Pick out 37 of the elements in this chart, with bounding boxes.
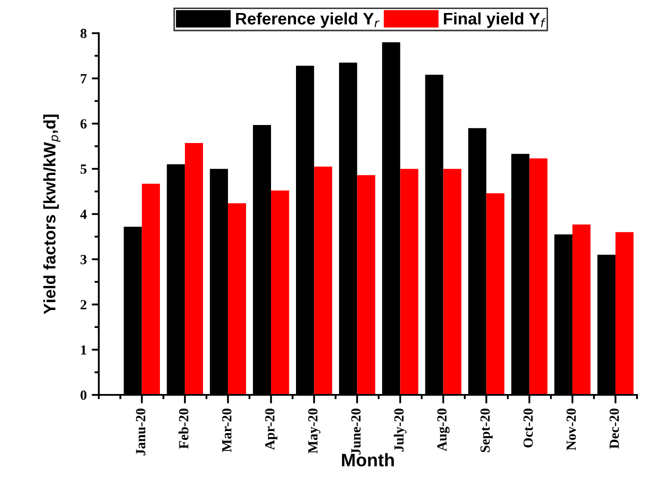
bar <box>142 184 160 395</box>
bar <box>271 190 290 395</box>
bar <box>357 175 376 395</box>
y-tick-label: 7 <box>80 74 87 84</box>
y-axis-title: Yield factors [kwh/kW$_{p}$,d] <box>43 114 61 314</box>
bar <box>529 158 548 395</box>
x-tick-label: May-20 <box>308 408 320 454</box>
bar <box>486 193 504 395</box>
x-tick-label: Feb-20 <box>178 408 188 449</box>
bar <box>443 168 462 395</box>
bar <box>184 143 203 395</box>
y-tick-label: 4 <box>80 210 87 219</box>
x-tick-label: Nov-20 <box>566 408 576 450</box>
y-tick-label: 5 <box>80 164 86 174</box>
x-axis-title: Month <box>342 453 394 466</box>
y-tick-label: 8 <box>80 28 87 38</box>
x-tick-label: Oct-20 <box>523 408 533 448</box>
x-tick-label: Janu-20 <box>136 408 146 456</box>
bar <box>572 224 590 395</box>
bar <box>314 166 332 395</box>
x-tick-label: July-20 <box>394 408 407 452</box>
y-tick-label: 1 <box>81 345 86 355</box>
y-tick-label: 6 <box>80 119 87 129</box>
y-tick-label: 0 <box>80 390 86 400</box>
x-tick-label: Aug-20 <box>437 408 450 452</box>
bar <box>228 203 246 395</box>
x-tick-label: Sept-20 <box>480 408 493 452</box>
bar <box>400 168 418 395</box>
bar <box>615 232 634 395</box>
x-tick-label: Dec-20 <box>610 408 619 449</box>
x-tick-label: Mar-20 <box>222 408 232 452</box>
y-tick-label: 2 <box>80 300 86 310</box>
x-tick-label: June-20 <box>351 408 361 455</box>
y-tick-label: 3 <box>80 254 87 264</box>
legend-label: Final yield Y$_{f}$ <box>444 12 546 28</box>
legend-label: Reference yield Y$_{r}$ <box>236 12 380 28</box>
x-tick-label: Apr-20 <box>265 408 278 450</box>
